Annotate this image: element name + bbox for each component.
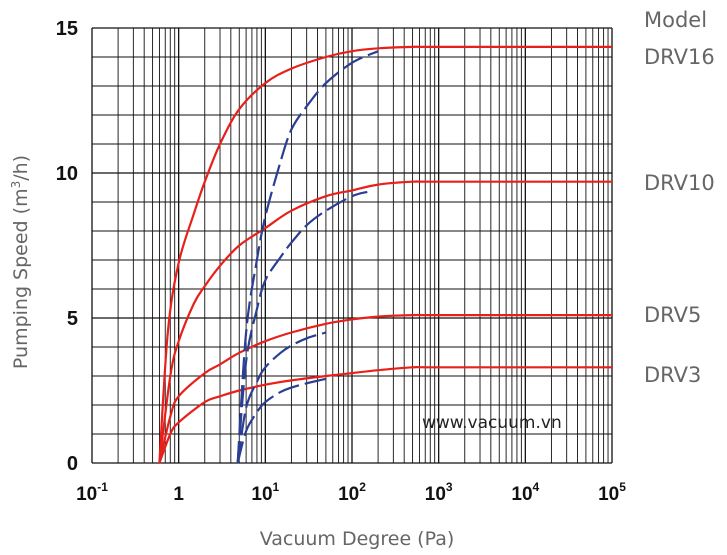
y-axis-label: Pumping Speed (m3/h) bbox=[9, 155, 32, 369]
series-line-solid-4 bbox=[158, 365, 612, 464]
x-axis-label: Vacuum Degree (Pa) bbox=[260, 528, 455, 550]
y-tick-label: 15 bbox=[56, 18, 78, 40]
y-tick-labels: 0 5 10 15 bbox=[56, 18, 78, 475]
series-line-solid-1 bbox=[158, 45, 612, 464]
x-tick-exponent: 2 bbox=[359, 480, 366, 494]
model-label-drv10: DRV10 bbox=[644, 171, 715, 195]
x-tick-base: 10 bbox=[425, 484, 446, 505]
model-label-drv16: DRV16 bbox=[644, 45, 715, 69]
x-tick-exponent: -1 bbox=[97, 480, 108, 494]
x-tick-base: 10 bbox=[598, 484, 619, 505]
x-tick-exponent: 3 bbox=[446, 480, 453, 494]
y-axis-label-end: /h) bbox=[10, 155, 32, 181]
x-tick-label: 104 bbox=[511, 480, 539, 505]
x-tick-label: 10-1 bbox=[76, 480, 108, 505]
model-label-drv3: DRV3 bbox=[644, 363, 701, 387]
grid bbox=[91, 27, 613, 464]
series-line-solid-2 bbox=[158, 180, 612, 464]
x-tick-labels: 10-1 1 101 102 103 104 105 bbox=[76, 480, 626, 505]
series-line-dashed-8 bbox=[236, 377, 327, 464]
y-tick-label: 0 bbox=[67, 453, 78, 475]
series-line-dashed-5 bbox=[236, 50, 379, 464]
x-tick-exponent: 1 bbox=[273, 480, 280, 494]
curves bbox=[158, 45, 612, 464]
series-line-dashed-6 bbox=[236, 190, 368, 464]
watermark: www.vacuum.vn bbox=[422, 413, 562, 433]
y-tick-label: 5 bbox=[67, 308, 78, 330]
x-tick-label: 102 bbox=[338, 480, 366, 505]
legend-title: Model bbox=[644, 8, 707, 32]
x-tick-exponent: 4 bbox=[533, 480, 540, 494]
x-tick-label: 105 bbox=[598, 480, 626, 505]
x-tick-base: 10 bbox=[76, 484, 97, 505]
y-axis-label-base: Pumping Speed (m bbox=[10, 188, 32, 369]
x-tick-base: 10 bbox=[338, 484, 359, 505]
x-tick-label: 1 bbox=[173, 484, 184, 505]
model-label-drv5: DRV5 bbox=[644, 303, 701, 327]
x-tick-label: 103 bbox=[425, 480, 453, 505]
x-tick-base: 10 bbox=[511, 484, 532, 505]
x-tick-base: 1 bbox=[173, 484, 184, 505]
x-tick-label: 101 bbox=[251, 480, 279, 505]
x-tick-exponent: 5 bbox=[619, 480, 626, 494]
y-tick-label: 10 bbox=[56, 163, 78, 185]
series-line-dashed-7 bbox=[236, 331, 327, 464]
y-axis-label-superscript: 3 bbox=[9, 181, 23, 189]
series-line-solid-3 bbox=[158, 313, 612, 464]
x-tick-base: 10 bbox=[251, 484, 272, 505]
